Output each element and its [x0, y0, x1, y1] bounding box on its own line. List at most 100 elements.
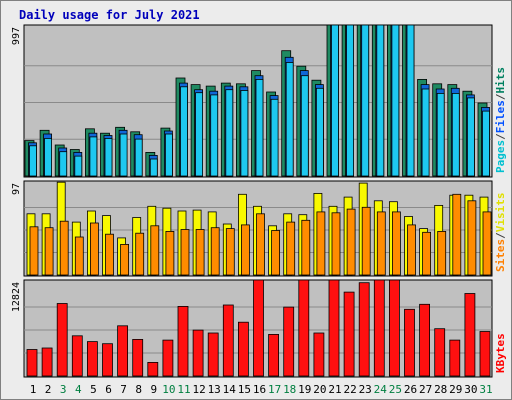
- day-label-27: 27: [419, 383, 432, 396]
- day-label-24: 24: [374, 383, 388, 396]
- day-label-29: 29: [449, 383, 462, 396]
- bar-kbytes-day-10: [162, 339, 174, 377]
- bar-pages-day-15: [240, 90, 249, 177]
- bar-kbytes-day-5: [87, 341, 98, 377]
- bar-kbytes-day-18: [283, 306, 295, 377]
- bar-pages-day-8: [134, 138, 143, 177]
- bar-pages-day-20: [315, 87, 324, 177]
- day-label-23: 23: [359, 383, 372, 396]
- bar-sites-day-19: [301, 219, 311, 276]
- bar-sites-day-6: [105, 233, 114, 276]
- bar-kbytes-day-24: [373, 279, 385, 377]
- bar-sites-day-9: [150, 225, 160, 276]
- bar-pages-day-24: [376, 24, 385, 177]
- day-label-9: 9: [150, 383, 157, 396]
- legend-entry-kbytes-0: KBytes: [494, 333, 507, 373]
- bar-pages-day-27: [421, 88, 430, 177]
- bar-kbytes-day-17: [268, 333, 280, 377]
- bar-kbytes-day-12: [192, 329, 204, 377]
- bar-pages-day-6: [104, 137, 113, 177]
- bar-sites-day-23: [361, 206, 371, 276]
- legend-visits: Sites/Visits: [494, 193, 507, 273]
- bar-sites-day-13: [210, 227, 220, 276]
- bar-pages-day-17: [270, 98, 279, 177]
- day-label-15: 15: [238, 383, 251, 396]
- bar-kbytes-day-14: [222, 304, 234, 377]
- bar-kbytes-day-2: [41, 347, 53, 377]
- day-label-19: 19: [298, 383, 311, 396]
- bar-pages-day-18: [285, 62, 294, 177]
- day-label-7: 7: [120, 383, 127, 396]
- bar-sites-day-16: [256, 213, 265, 276]
- bar-kbytes-day-31: [479, 331, 491, 377]
- bar-pages-day-2: [44, 137, 52, 177]
- day-label-28: 28: [434, 383, 447, 396]
- bar-sites-day-14: [225, 228, 235, 276]
- bar-pages-day-7: [119, 133, 128, 177]
- bar-pages-day-4: [74, 155, 83, 177]
- bar-kbytes-day-8: [132, 338, 144, 377]
- bar-sites-day-2: [44, 227, 54, 276]
- bar-sites-day-31: [482, 211, 492, 276]
- bar-kbytes-day-23: [358, 282, 370, 377]
- bar-pages-day-30: [466, 97, 475, 177]
- day-label-2: 2: [45, 383, 52, 396]
- bar-kbytes-day-4: [71, 335, 83, 377]
- bar-pages-day-3: [59, 151, 68, 177]
- bar-sites-day-30: [467, 200, 477, 276]
- ymax-label-kbytes: 12824: [11, 282, 22, 312]
- bar-pages-day-16: [255, 79, 264, 177]
- legend-entry-hits-2: Files: [494, 100, 507, 133]
- bar-kbytes-day-21: [328, 279, 340, 377]
- bar-kbytes-day-22: [343, 291, 355, 377]
- day-label-14: 14: [223, 383, 237, 396]
- bar-kbytes-day-15: [237, 321, 249, 377]
- day-label-12: 12: [192, 383, 205, 396]
- day-label-25: 25: [389, 383, 402, 396]
- panel-visits: 97 Sites/Visits: [11, 180, 507, 277]
- bar-sites-day-7: [120, 243, 129, 276]
- bar-sites-day-4: [74, 236, 84, 276]
- bar-kbytes-day-30: [464, 293, 476, 377]
- legend-entry-visits-0: Sites: [494, 239, 507, 272]
- bar-pages-day-10: [164, 133, 173, 177]
- bar-pages-day-25: [391, 24, 400, 177]
- day-label-16: 16: [253, 383, 266, 396]
- legend-entry-hits-3: /: [494, 93, 507, 100]
- bar-pages-day-28: [436, 93, 445, 177]
- bar-pages-day-9: [149, 158, 158, 177]
- legend-entry-visits-1: /: [494, 232, 507, 239]
- bar-kbytes-day-7: [117, 325, 128, 377]
- bar-pages-day-12: [195, 92, 204, 177]
- bar-pages-day-21: [331, 24, 339, 177]
- day-label-8: 8: [135, 383, 142, 396]
- day-label-13: 13: [208, 383, 221, 396]
- bar-kbytes-day-6: [102, 343, 113, 377]
- legend-entry-hits-4: Hits: [494, 67, 507, 94]
- bar-pages-day-13: [210, 94, 219, 177]
- bar-sites-day-8: [135, 232, 145, 276]
- bar-kbytes-day-27: [419, 303, 431, 377]
- bar-kbytes-day-3: [56, 303, 68, 377]
- bar-sites-day-3: [59, 220, 69, 276]
- bar-pages-day-26: [406, 24, 415, 177]
- bar-kbytes-day-11: [177, 305, 189, 377]
- bar-sites-day-26: [407, 224, 416, 276]
- day-label-21: 21: [328, 383, 341, 396]
- bar-kbytes-day-1: [26, 349, 38, 377]
- bar-sites-day-29: [452, 193, 462, 276]
- day-label-11: 11: [177, 383, 190, 396]
- bar-kbytes-day-9: [147, 361, 159, 377]
- bar-kbytes-day-26: [404, 308, 415, 377]
- bar-pages-day-11: [180, 86, 188, 177]
- bar-sites-day-21: [331, 212, 341, 276]
- bar-sites-day-20: [316, 211, 326, 276]
- bar-pages-day-19: [300, 75, 309, 177]
- legend-kbytes: KBytes: [494, 333, 507, 373]
- bar-sites-day-17: [271, 230, 281, 276]
- bar-pages-day-29: [451, 93, 460, 177]
- day-label-20: 20: [313, 383, 326, 396]
- bar-sites-day-27: [422, 231, 432, 276]
